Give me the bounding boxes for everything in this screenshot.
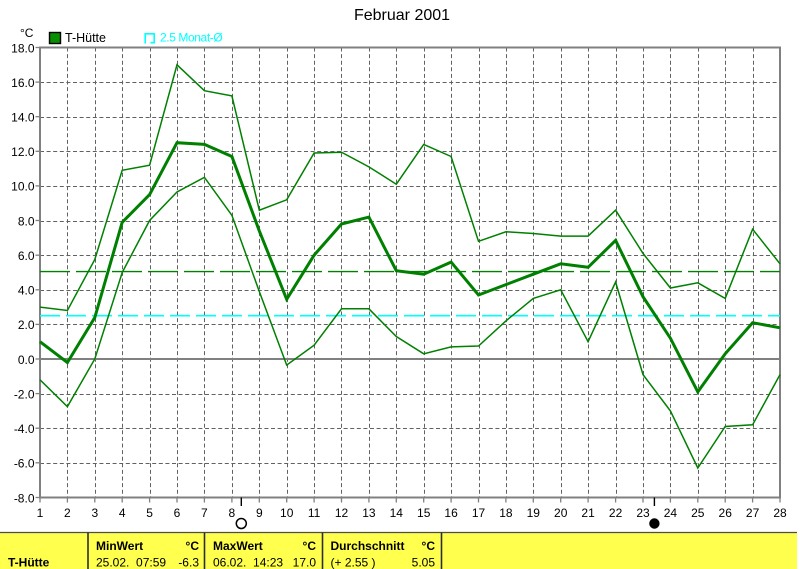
- svg-text:(+ 2.55 ): (+ 2.55 ): [331, 556, 376, 569]
- svg-text:°C: °C: [303, 539, 317, 553]
- svg-text:°C: °C: [186, 539, 200, 553]
- svg-text:18: 18: [499, 506, 513, 520]
- svg-text:8.0: 8.0: [18, 214, 35, 228]
- svg-text:4.0: 4.0: [18, 284, 35, 298]
- svg-text:15: 15: [417, 506, 431, 520]
- svg-text:16.0: 16.0: [11, 76, 35, 90]
- svg-text:17.0: 17.0: [293, 556, 317, 569]
- svg-text:06.02. 14:23: 06.02. 14:23: [213, 556, 283, 569]
- svg-text:5.05: 5.05: [412, 556, 436, 569]
- svg-text:8: 8: [229, 506, 236, 520]
- svg-text:-6.3: -6.3: [178, 556, 199, 569]
- svg-text:MaxWert: MaxWert: [213, 539, 263, 553]
- svg-text:26: 26: [719, 506, 733, 520]
- svg-text:3: 3: [91, 506, 98, 520]
- svg-text:-6.0: -6.0: [14, 457, 35, 471]
- svg-text:1: 1: [37, 506, 44, 520]
- svg-text:18.0: 18.0: [11, 41, 35, 55]
- svg-text:19: 19: [527, 506, 541, 520]
- svg-text:28: 28: [773, 506, 787, 520]
- svg-text:11: 11: [308, 506, 321, 520]
- svg-text:0.0: 0.0: [18, 353, 35, 367]
- svg-text:5: 5: [146, 506, 153, 520]
- svg-text:7: 7: [201, 506, 208, 520]
- svg-text:2: 2: [64, 506, 71, 520]
- svg-text:12: 12: [335, 506, 349, 520]
- svg-text:13: 13: [362, 506, 376, 520]
- svg-text:21: 21: [581, 506, 595, 520]
- svg-text:6: 6: [174, 506, 181, 520]
- svg-text:10.0: 10.0: [11, 180, 35, 194]
- svg-text:20: 20: [554, 506, 568, 520]
- svg-text:25: 25: [691, 506, 705, 520]
- svg-text:-2.0: -2.0: [14, 387, 35, 401]
- svg-text:°C: °C: [422, 539, 436, 553]
- svg-text:2.5 Monat-Ø: 2.5 Monat-Ø: [160, 31, 222, 45]
- svg-text:°C: °C: [20, 26, 34, 40]
- svg-text:24: 24: [664, 506, 678, 520]
- svg-text:9: 9: [256, 506, 263, 520]
- svg-text:4: 4: [119, 506, 126, 520]
- svg-text:6.0: 6.0: [18, 249, 35, 263]
- svg-text:10: 10: [280, 506, 294, 520]
- svg-text:27: 27: [746, 506, 760, 520]
- svg-text:T-Hütte: T-Hütte: [65, 31, 106, 45]
- svg-text:14: 14: [390, 506, 404, 520]
- svg-text:25.02. 07:59: 25.02. 07:59: [96, 556, 166, 569]
- svg-text:16: 16: [444, 506, 458, 520]
- svg-text:Durchschnitt: Durchschnitt: [331, 539, 405, 553]
- svg-text:23: 23: [636, 506, 650, 520]
- svg-text:22: 22: [609, 506, 623, 520]
- svg-text:14.0: 14.0: [11, 111, 35, 125]
- svg-text:T-Hütte: T-Hütte: [8, 556, 50, 569]
- svg-text:MinWert: MinWert: [96, 539, 143, 553]
- svg-text:Februar 2001: Februar 2001: [354, 7, 450, 24]
- svg-text:-4.0: -4.0: [14, 422, 35, 436]
- svg-text:12.0: 12.0: [11, 145, 35, 159]
- svg-text:2.0: 2.0: [18, 318, 35, 332]
- svg-text:-8.0: -8.0: [14, 491, 35, 505]
- svg-text:17: 17: [472, 506, 486, 520]
